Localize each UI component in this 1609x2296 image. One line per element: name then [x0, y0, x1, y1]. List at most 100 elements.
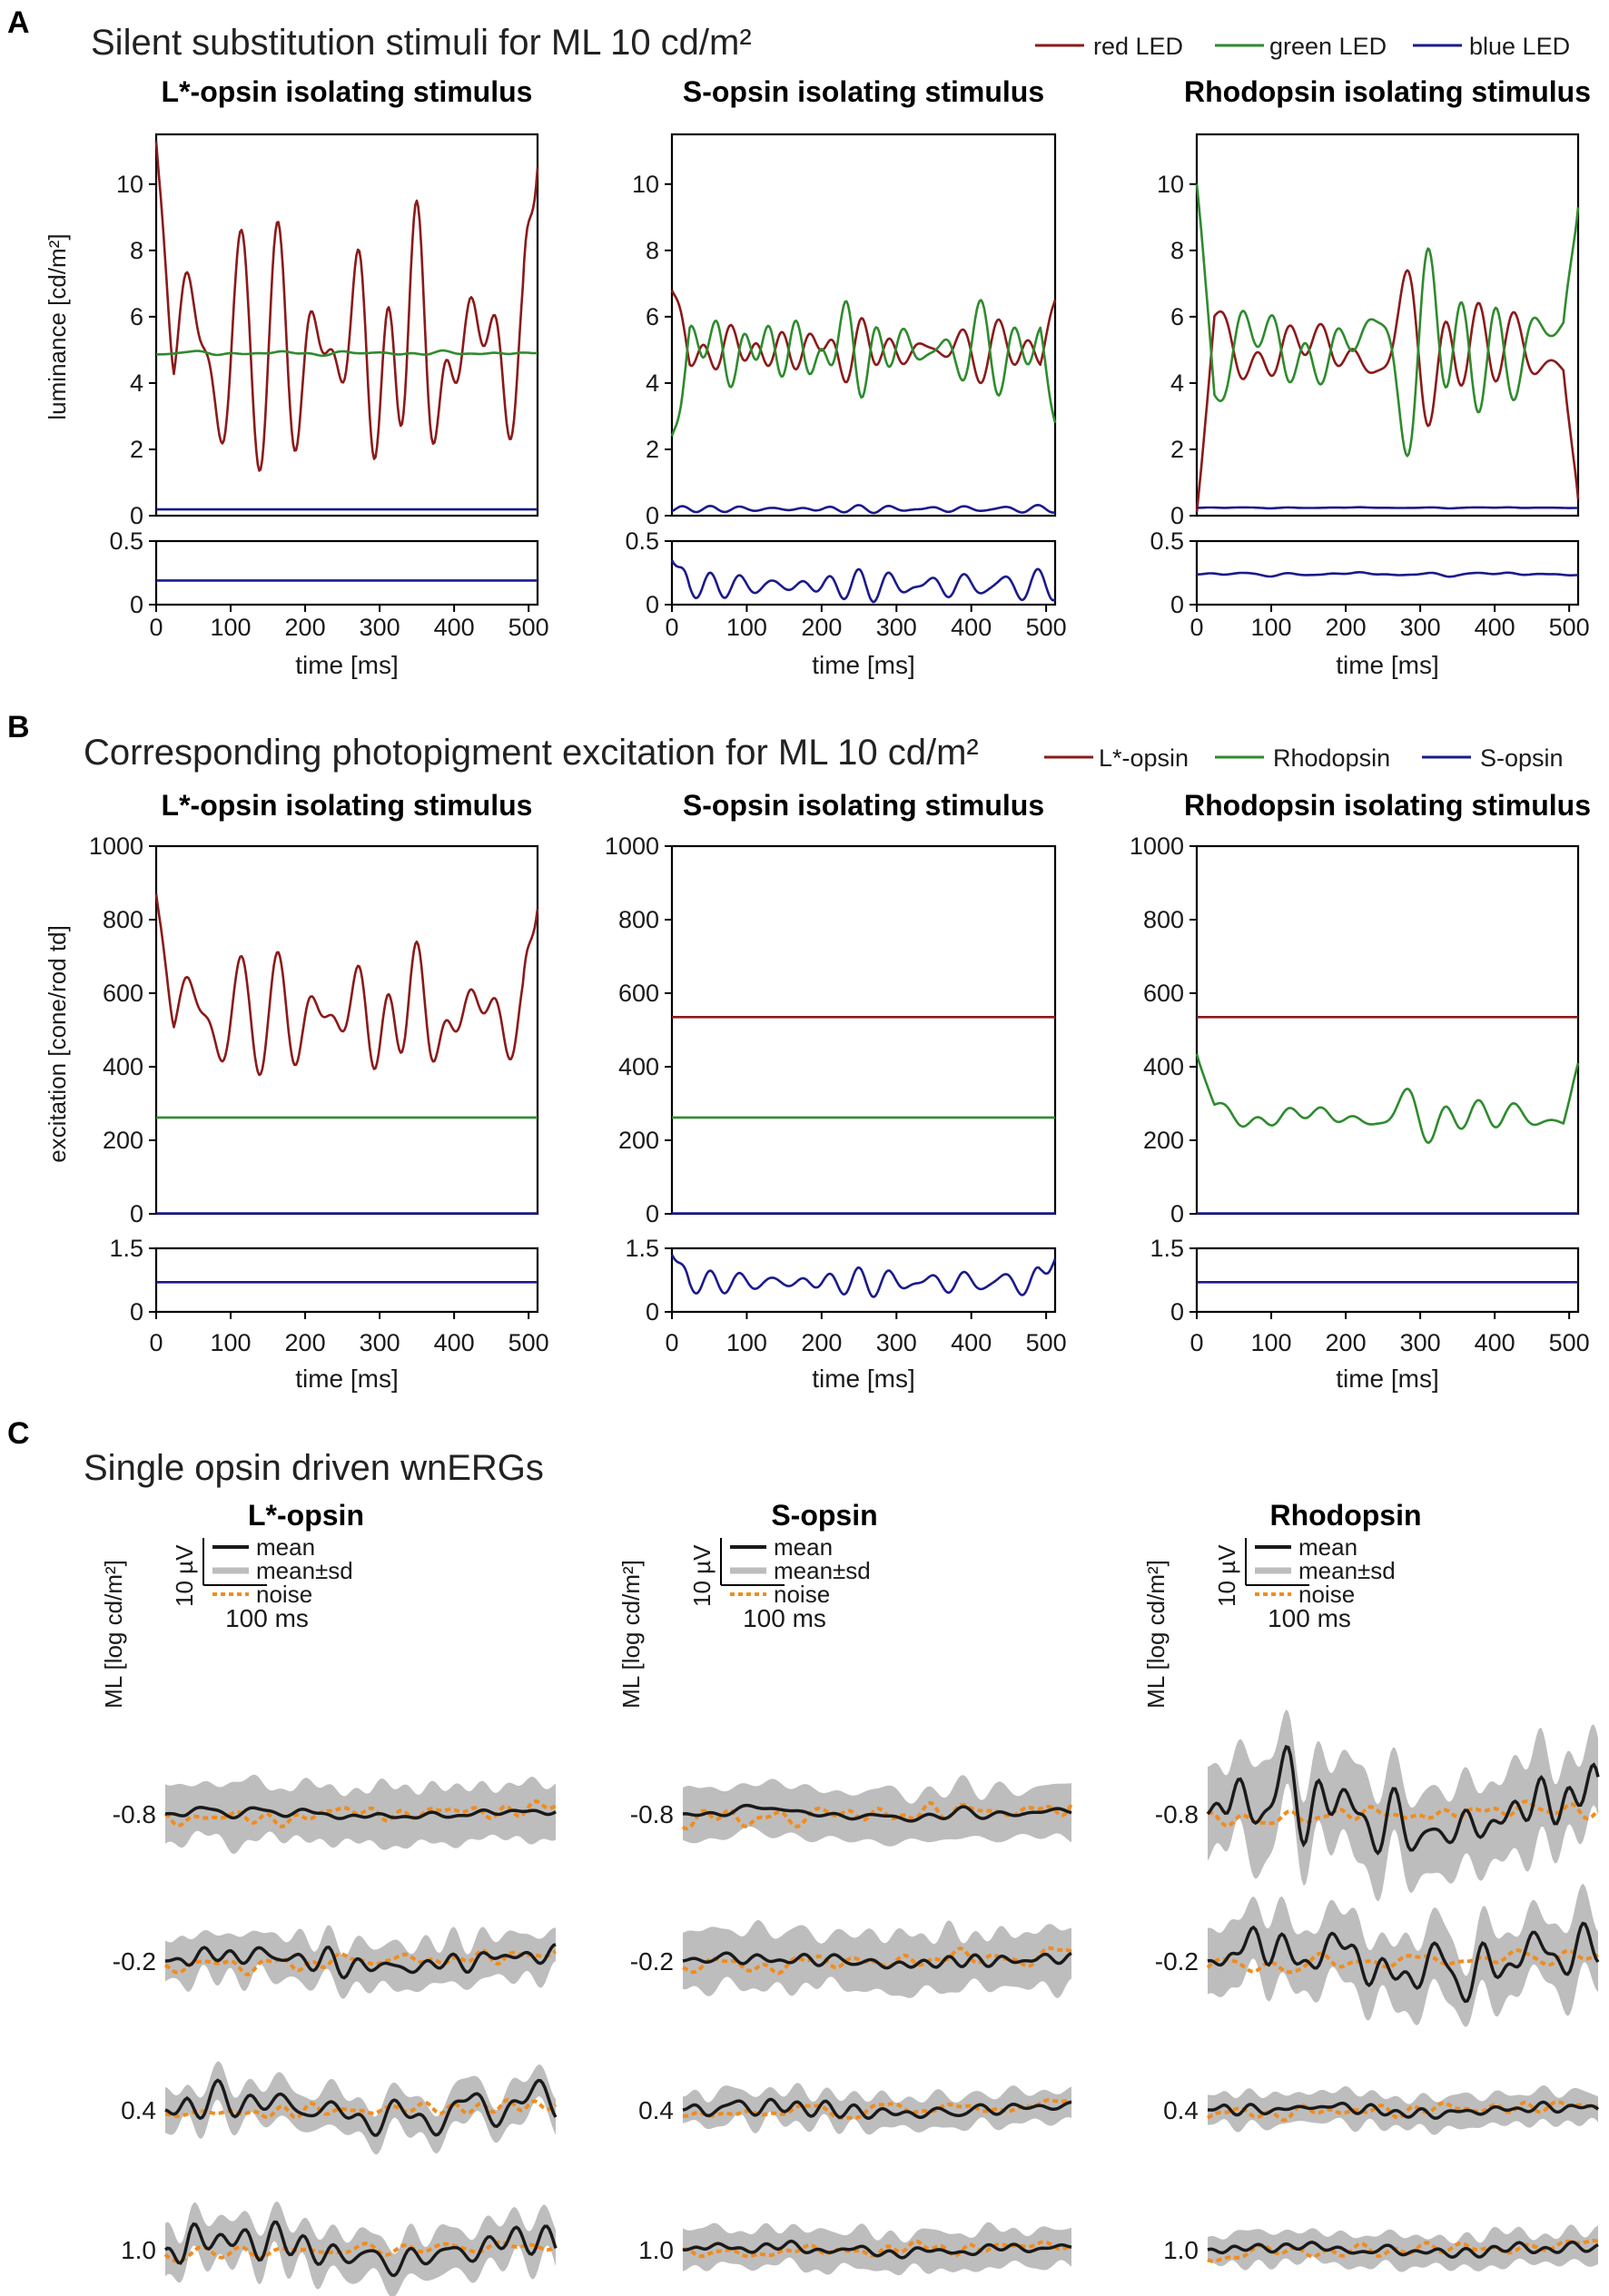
scale-bar-y-label: 10 µV — [171, 1544, 198, 1607]
x-axis-label: time [ms] — [295, 1365, 399, 1393]
ml-level-label: 0.4 — [638, 2096, 674, 2124]
x-tick-label: 200 — [285, 1329, 326, 1356]
main-axes-frame — [670, 133, 1057, 517]
noise-trace — [163, 1799, 558, 1828]
sd-band — [165, 2201, 556, 2296]
b-panel-title: L*-opsin isolating stimulus — [162, 789, 533, 822]
sub-axes-frame — [154, 1247, 539, 1314]
x-tick-label: 400 — [1475, 614, 1515, 641]
scale-bar-y-label: 10 µV — [1213, 1544, 1240, 1607]
sub-y-tick-label: 1.5 — [1150, 1235, 1184, 1262]
c-ylabel: ML [log cd/m²] — [617, 1560, 645, 1709]
x-tick-label: 0 — [149, 614, 163, 641]
x-tick-label: 400 — [1475, 1329, 1515, 1356]
x-tick-label: 100 — [726, 614, 767, 641]
x-tick-label: 400 — [951, 614, 992, 641]
x-tick-label: 200 — [285, 614, 326, 641]
row-b-legend: L*-opsin Rhodopsin S-opsin — [1044, 744, 1564, 772]
mean-trace — [1207, 1921, 1600, 2004]
y-tick-label: 10 — [632, 171, 659, 198]
row-c-title: Single opsin driven wnERGs — [84, 1448, 544, 1488]
legend-noise: noise — [1298, 1581, 1355, 1608]
x-tick-label: 100 — [726, 1329, 767, 1356]
scale-bar-x-label: 100 ms — [1268, 1604, 1351, 1632]
y-tick-label: 4 — [130, 370, 143, 397]
noise-trace — [163, 2240, 558, 2263]
sd-band — [683, 2222, 1071, 2276]
y-tick-label: 6 — [646, 303, 659, 330]
row-b-title: Corresponding photopigment excitation fo… — [84, 733, 979, 773]
sub-y-tick-label: 0 — [646, 591, 659, 618]
b-panel-0: L*-opsin isolating stimulus 0 200 400 600 800… — [89, 789, 549, 1393]
ml-level-label: 1.0 — [1163, 2236, 1199, 2264]
x-tick-label: 0 — [665, 614, 678, 641]
legend-rhodopsin: Rhodopsin — [1273, 744, 1390, 772]
scale-bar-y-label: 10 µV — [688, 1544, 716, 1607]
c-col-title-l-opsin: L*-opsin — [248, 1499, 364, 1532]
ml-level-label: -0.2 — [1155, 1947, 1199, 1976]
x-tick-label: 200 — [801, 614, 842, 641]
sd-band — [1208, 2224, 1598, 2272]
noise-trace — [682, 2239, 1072, 2259]
series-green-led — [670, 299, 1057, 437]
c-col-title-rhodopsin: Rhodopsin — [1269, 1499, 1421, 1532]
x-axis-label: time [ms] — [1336, 1365, 1439, 1393]
x-tick-label: 500 — [1026, 1329, 1067, 1356]
row-a-legend: red LED green LED blue LED — [1035, 33, 1570, 60]
y-tick-label: 400 — [618, 1053, 659, 1080]
mean-trace — [682, 2097, 1072, 2120]
main-axes-frame — [1195, 844, 1580, 1216]
x-tick-label: 300 — [876, 1329, 917, 1356]
legend-green-led: green LED — [1269, 33, 1387, 60]
mean-trace — [682, 1951, 1072, 1970]
x-tick-label: 300 — [360, 614, 400, 641]
x-tick-label: 300 — [360, 1329, 400, 1356]
ml-level-label: -0.2 — [630, 1947, 674, 1976]
sub-axes-frame — [154, 539, 539, 606]
y-tick-label: 1000 — [1130, 833, 1184, 860]
y-tick-label: 800 — [103, 906, 143, 933]
legend-mean: mean — [1298, 1533, 1357, 1561]
a-panel-title: S-opsin isolating stimulus — [683, 75, 1044, 108]
legend-noise: noise — [256, 1581, 312, 1608]
mean-trace — [1208, 2100, 1600, 2120]
y-tick-label: 4 — [1170, 370, 1184, 397]
y-tick-label: 800 — [1143, 906, 1184, 933]
ml-level-label: 0.4 — [1163, 2096, 1199, 2124]
sub-series-blue-led — [670, 559, 1056, 604]
x-tick-label: 100 — [1251, 614, 1292, 641]
mean-trace — [682, 2239, 1072, 2260]
sub-y-tick-label: 1.5 — [109, 1235, 143, 1262]
sd-band — [1208, 1709, 1598, 1902]
scale-bar-x-label: 100 ms — [743, 1604, 826, 1632]
y-tick-label: 10 — [1157, 171, 1184, 198]
series-l-opsin — [154, 893, 539, 1077]
y-tick-label: 0 — [646, 1200, 659, 1227]
a-panel-title: Rhodopsin isolating stimulus — [1184, 75, 1591, 108]
y-tick-label: 800 — [618, 906, 659, 933]
x-tick-label: 100 — [1251, 1329, 1292, 1356]
row-a-ylabel: luminance [cd/m²] — [44, 233, 71, 419]
sub-series-blue-led — [1197, 571, 1579, 578]
main-axes-frame — [154, 133, 539, 517]
mean-trace — [164, 2078, 558, 2137]
c-ylabel: ML [log cd/m²] — [100, 1560, 127, 1709]
y-tick-label: 0 — [130, 502, 143, 529]
panel-label-b: B — [7, 710, 30, 744]
x-tick-label: 500 — [1026, 614, 1067, 641]
sub-y-tick-label: 0.5 — [625, 527, 659, 555]
y-tick-label: 0 — [1170, 502, 1184, 529]
y-tick-label: 400 — [103, 1053, 143, 1080]
x-axis-label: time [ms] — [812, 651, 915, 679]
legend-red-led: red LED — [1093, 33, 1183, 60]
x-tick-label: 200 — [1326, 614, 1367, 641]
sub-y-tick-label: 1.5 — [625, 1235, 659, 1262]
y-tick-label: 2 — [1170, 436, 1184, 463]
legend-mean-sd: mean±sd — [774, 1557, 871, 1584]
sub-y-tick-label: 0.5 — [1150, 527, 1184, 555]
x-axis-label: time [ms] — [1336, 651, 1439, 679]
y-tick-label: 600 — [103, 980, 143, 1007]
ml-level-label: 1.0 — [638, 2236, 674, 2264]
